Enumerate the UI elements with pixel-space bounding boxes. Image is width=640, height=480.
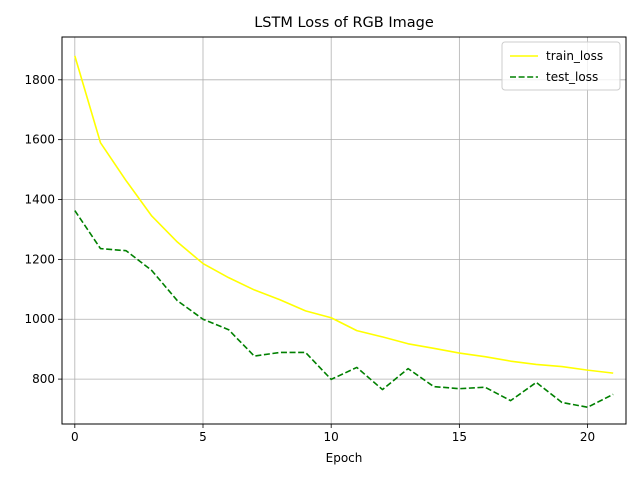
x-tick-label: 20 xyxy=(580,430,595,444)
series-line-test-loss xyxy=(74,210,614,409)
x-tick-label: 0 xyxy=(71,430,79,444)
y-tick-label: 1800 xyxy=(24,73,55,87)
legend-box xyxy=(501,41,621,91)
y-tick-label: 1400 xyxy=(24,193,55,207)
x-tick-label: 10 xyxy=(324,430,339,444)
series-layer xyxy=(74,55,614,409)
y-tick-label: 1600 xyxy=(24,133,55,147)
y-tick-label: 800 xyxy=(32,372,55,386)
plot-frame xyxy=(61,36,627,425)
x-tick-label: 5 xyxy=(199,430,207,444)
axis-ticks: 0 5 10 15 20 800 1000 1200 1400 1600 1800 xyxy=(24,73,595,444)
series-line-train-loss xyxy=(74,55,614,374)
chart-title: LSTM Loss of RGB Image xyxy=(254,15,434,31)
legend-label: train_loss xyxy=(546,49,603,63)
x-tick-label: 15 xyxy=(452,430,467,444)
legend: train_loss test_loss xyxy=(501,41,621,91)
grid-lines xyxy=(62,37,626,424)
legend-label: test_loss xyxy=(546,70,598,84)
y-tick-label: 1000 xyxy=(24,312,55,326)
y-tick-label: 1200 xyxy=(24,252,55,266)
x-axis-label: Epoch xyxy=(326,451,363,465)
